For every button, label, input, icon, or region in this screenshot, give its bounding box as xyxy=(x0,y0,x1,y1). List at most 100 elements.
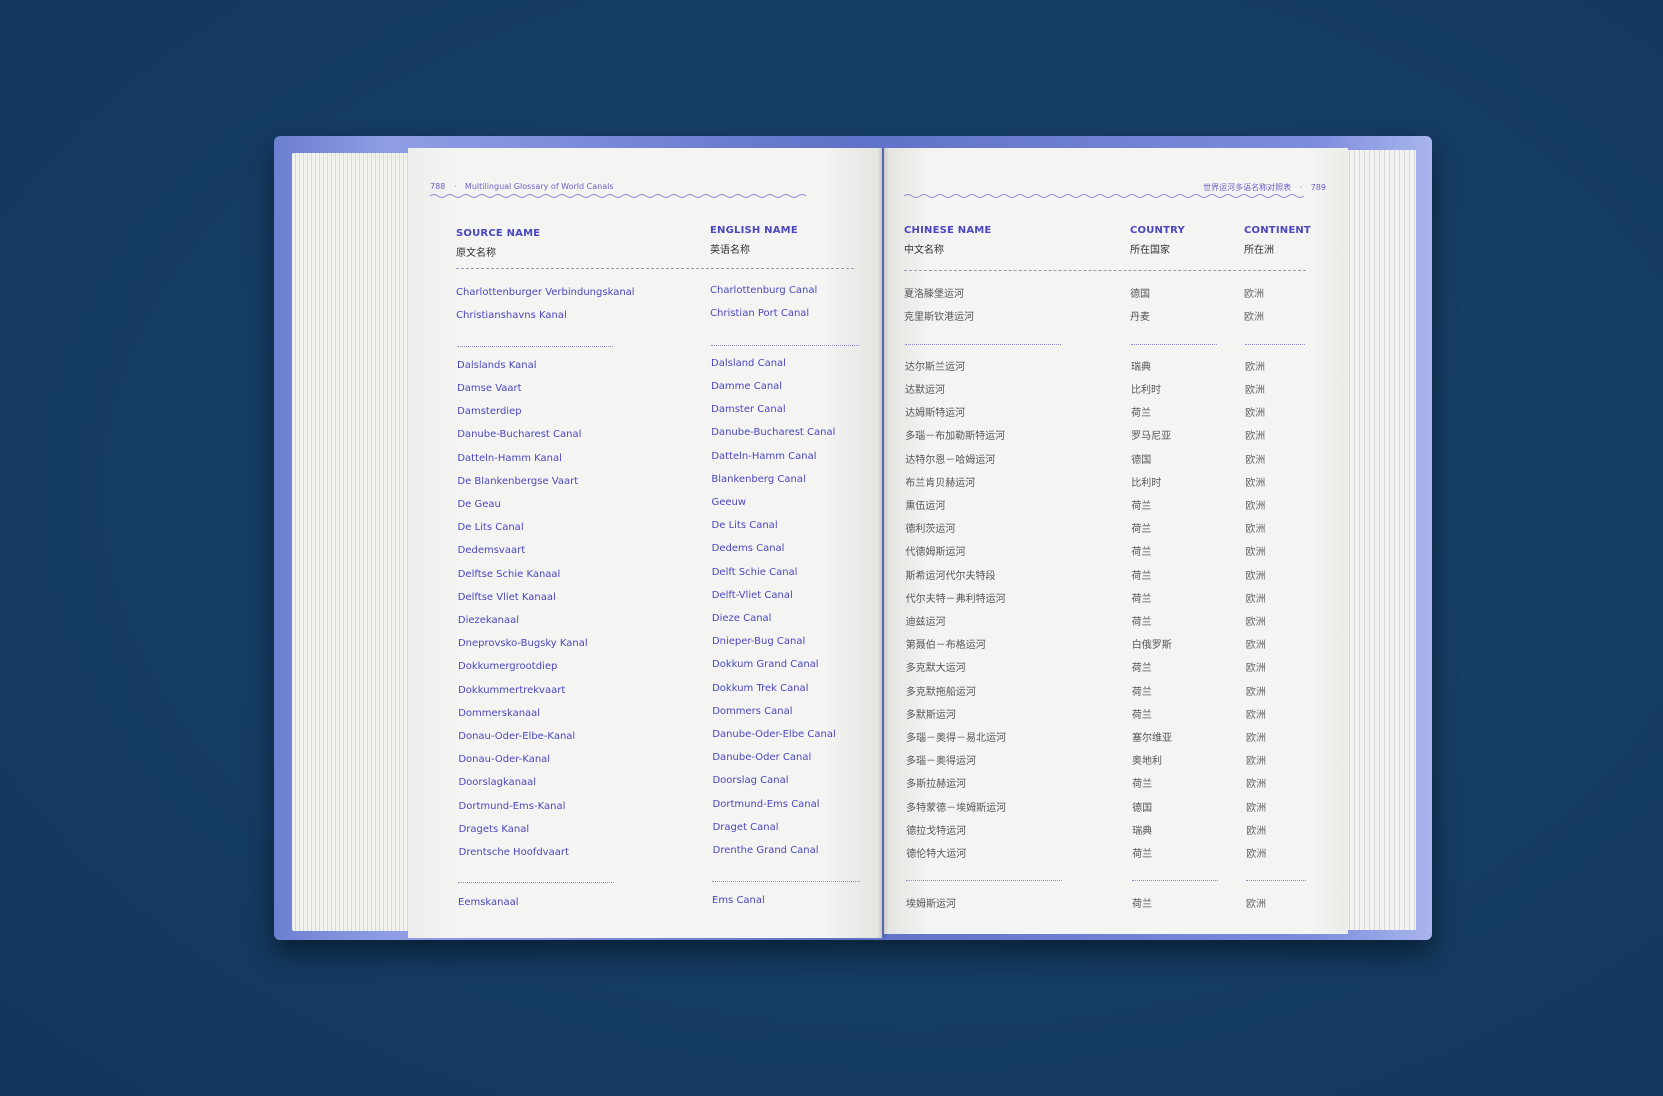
english-name-cell: Damme Canal xyxy=(711,381,783,392)
country-cell: 瑞典 xyxy=(1131,361,1151,373)
group-separator xyxy=(710,344,859,346)
english-name-cell: Geeuw xyxy=(711,497,747,508)
chinese-name-cell: 德利茨运河 xyxy=(905,524,956,536)
chinese-name-cell: 德拉戈特运河 xyxy=(906,825,967,837)
chinese-name-cell: 第聂伯－布格运河 xyxy=(905,640,986,652)
left-header-rule xyxy=(456,268,854,269)
left-running-title: Multilingual Glossary of World Canals xyxy=(464,182,614,191)
english-name-cell: Dalsland Canal xyxy=(711,357,786,369)
english-name-cell: Draget Canal xyxy=(712,821,779,833)
chinese-name-cell: 斯希运河代尔夫特段 xyxy=(905,570,996,582)
right-header-wave xyxy=(904,194,1305,198)
country-cell: 白俄罗斯 xyxy=(1131,640,1172,652)
source-name-cell: Drentsche Hoofdvaart xyxy=(458,847,569,858)
right-header-rule xyxy=(904,270,1306,271)
source-name-cell: Datteln-Hamm Kanal xyxy=(457,452,562,464)
source-name-cell: Eemskanaal xyxy=(458,896,519,908)
country-cell: 比利时 xyxy=(1131,385,1162,396)
english-name-cell: Ems Canal xyxy=(712,894,765,906)
english-name-cell: Dommers Canal xyxy=(712,705,793,717)
group-separator xyxy=(1245,343,1305,345)
source-name-cell: Danube-Bucharest Canal xyxy=(457,429,582,441)
continent-cell: 欧洲 xyxy=(1245,570,1266,582)
english-name-cell: Christian Port Canal xyxy=(710,308,810,320)
english-name-cell: Danube-Bucharest Canal xyxy=(711,427,836,439)
left-page-number: 788 xyxy=(430,182,446,191)
continent-cell: 欧洲 xyxy=(1245,431,1266,443)
english-name-cell: Dnieper-Bug Canal xyxy=(711,636,806,648)
country-cell: 荷兰 xyxy=(1131,408,1152,420)
source-name-cell: Doorslagkanaal xyxy=(458,777,537,789)
chinese-name-cell: 达默运河 xyxy=(905,385,946,396)
continent-cell: 欧洲 xyxy=(1246,849,1267,860)
english-name-cell: Danube-Oder Canal xyxy=(712,752,812,764)
continent-cell: 欧洲 xyxy=(1244,312,1265,324)
chinese-name-cell: 德伦特大运河 xyxy=(906,849,967,860)
country-cell: 德国 xyxy=(1130,289,1150,300)
country-cell: 荷兰 xyxy=(1132,849,1153,860)
source-name-cell: De Lits Canal xyxy=(457,522,524,534)
chinese-name-cell: 达尔斯兰运河 xyxy=(905,361,965,373)
chinese-name-cell: 多斯拉赫运河 xyxy=(906,779,967,791)
source-name-cell: Charlottenburger Verbindungskanal xyxy=(456,287,635,298)
header-source-name: SOURCE NAME xyxy=(456,228,541,239)
left-page: 788 · Multilingual Glossary of World Can… xyxy=(408,148,882,938)
english-name-cell: Danube-Oder-Elbe Canal xyxy=(712,729,836,740)
english-name-cell: Dortmund-Ems Canal xyxy=(712,798,820,810)
country-cell: 荷兰 xyxy=(1131,617,1152,628)
country-cell: 荷兰 xyxy=(1131,570,1152,582)
right-running-header: 世界运河多语名称对照表 · 789 xyxy=(1203,183,1326,192)
source-name-cell: Dalslands Kanal xyxy=(457,359,537,371)
continent-cell: 欧洲 xyxy=(1245,361,1265,373)
left-header-wave xyxy=(430,194,807,198)
chinese-name-cell: 布兰肯贝赫运河 xyxy=(905,477,976,489)
english-name-cell: Dokkum Grand Canal xyxy=(712,659,819,671)
group-separator xyxy=(711,881,860,883)
group-separator xyxy=(905,343,1061,345)
english-name-cell: Delft Schie Canal xyxy=(711,566,798,578)
source-name-cell: Dortmund-Ems-Kanal xyxy=(458,800,566,812)
chinese-name-cell: 达姆斯特运河 xyxy=(905,408,966,420)
english-name-cell: Blankenberg Canal xyxy=(711,473,806,485)
continent-cell: 欧洲 xyxy=(1245,501,1266,512)
country-cell: 塞尔维亚 xyxy=(1131,733,1172,744)
english-name-cell: Datteln-Hamm Canal xyxy=(711,450,817,462)
header-chinese-name: CHINESE NAME xyxy=(904,225,992,236)
group-separator xyxy=(457,882,614,884)
country-cell: 奥地利 xyxy=(1132,756,1163,768)
source-name-cell: Dedemsvaart xyxy=(457,545,526,557)
group-separator xyxy=(1132,880,1218,882)
chinese-name-cell: 达特尔恩－哈姆运河 xyxy=(905,454,996,466)
continent-cell: 欧洲 xyxy=(1245,709,1266,721)
country-cell: 罗马尼亚 xyxy=(1131,431,1172,443)
left-running-header: 788 · Multilingual Glossary of World Can… xyxy=(430,182,614,191)
chinese-name-cell: 多瑙－布加勒斯特运河 xyxy=(905,431,1006,443)
chinese-name-cell: 多克默拖船运河 xyxy=(905,686,976,698)
english-name-cell: Doorslag Canal xyxy=(712,775,789,787)
chinese-name-cell: 克里斯钦港运河 xyxy=(904,312,975,324)
country-cell: 荷兰 xyxy=(1131,686,1152,698)
english-name-cell: Drenthe Grand Canal xyxy=(712,845,819,856)
country-cell: 荷兰 xyxy=(1131,663,1152,675)
continent-cell: 欧洲 xyxy=(1245,408,1266,420)
right-page-number: 789 xyxy=(1310,183,1326,192)
country-cell: 荷兰 xyxy=(1131,501,1152,512)
source-name-cell: Delftse Vliet Kanaal xyxy=(457,591,556,603)
source-name-cell: Donau-Oder-Kanal xyxy=(458,754,551,766)
continent-cell: 欧洲 xyxy=(1245,547,1266,559)
chinese-name-cell: 熏伍运河 xyxy=(905,501,946,512)
continent-cell: 欧洲 xyxy=(1246,825,1267,837)
continent-cell: 欧洲 xyxy=(1245,617,1266,628)
chinese-name-cell: 代德姆斯运河 xyxy=(905,547,966,559)
continent-cell: 欧洲 xyxy=(1245,686,1266,698)
english-name-cell: Charlottenburg Canal xyxy=(710,285,818,296)
chinese-name-cell: 多默斯运河 xyxy=(905,709,956,721)
source-name-cell: Damse Vaart xyxy=(457,383,522,394)
source-name-cell: Dokkumergrootdiep xyxy=(458,661,558,673)
chinese-name-cell: 多瑙－奥得－易北运河 xyxy=(905,733,1006,744)
country-cell: 荷兰 xyxy=(1131,593,1152,605)
continent-cell: 欧洲 xyxy=(1246,898,1266,910)
source-name-cell: Dommerskanaal xyxy=(458,707,541,719)
source-name-cell: Damsterdiep xyxy=(457,406,522,418)
continent-cell: 欧洲 xyxy=(1244,289,1264,300)
